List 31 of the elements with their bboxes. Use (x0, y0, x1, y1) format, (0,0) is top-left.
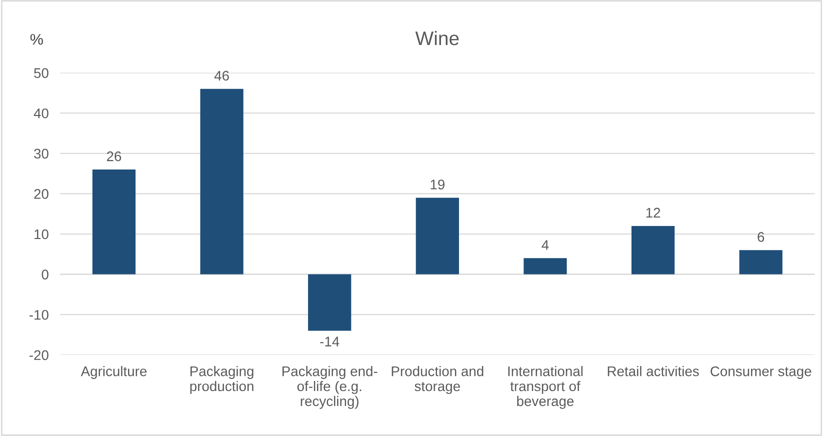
data-label: 46 (214, 70, 229, 81)
y-tick-label: 50 (34, 68, 48, 78)
bar (416, 198, 459, 274)
data-label: 4 (542, 240, 549, 250)
bar (200, 88, 244, 274)
data-label: 19 (430, 180, 444, 190)
bar (739, 250, 782, 274)
data-label: 6 (758, 232, 764, 242)
x-tick-label: Agriculture (80, 366, 147, 379)
bar (92, 170, 136, 274)
y-tick-label: 0 (42, 270, 48, 280)
y-tick-label: -10 (30, 310, 48, 320)
data-label: 12 (646, 208, 660, 218)
chart-title: Wine (415, 30, 459, 46)
bar (631, 226, 675, 274)
x-tick-label: International transport of beverage (508, 366, 583, 409)
y-tick-label: 40 (34, 108, 48, 118)
bar (524, 258, 567, 274)
x-tick-label: Retail activities (608, 366, 699, 376)
x-tick-label: Packaging production (190, 366, 254, 394)
y-tick-label: 10 (34, 229, 48, 240)
x-tick-label: Consumer stage (710, 366, 812, 379)
x-tick-label: Production and storage (392, 366, 484, 394)
x-tick-label: Packaging end- of-life (e.g. recycling) (282, 366, 378, 409)
data-label: 26 (106, 151, 122, 162)
y-tick-label: 30 (34, 148, 48, 159)
bar (308, 274, 352, 331)
y-tick-label: 20 (34, 189, 48, 199)
data-label: -14 (320, 336, 340, 346)
y-axis-title: % (30, 34, 43, 45)
y-tick-label: -20 (30, 350, 48, 360)
